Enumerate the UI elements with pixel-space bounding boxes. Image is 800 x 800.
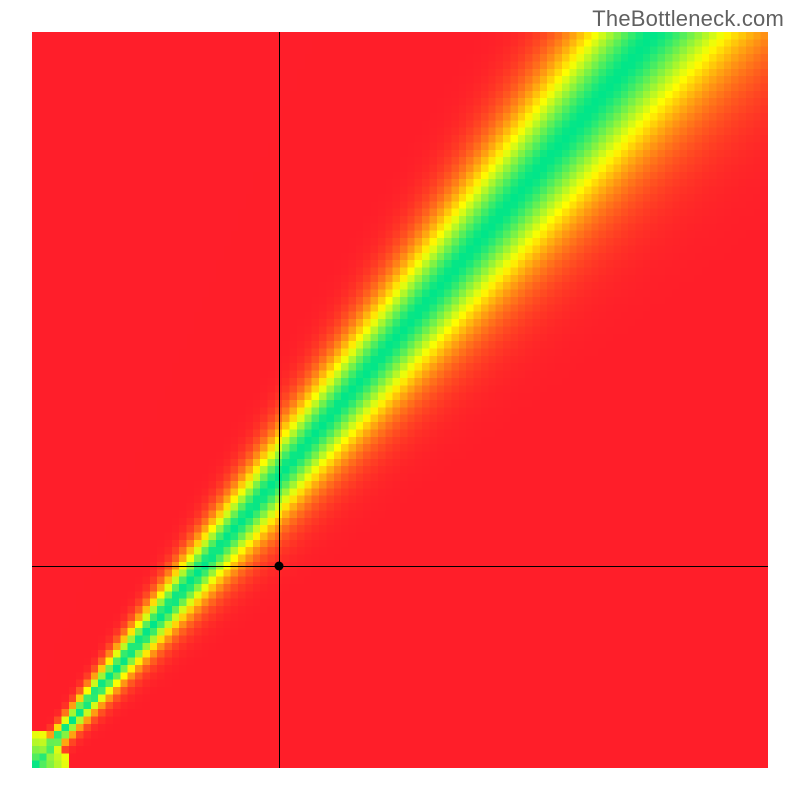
crosshair-horizontal [32,566,768,567]
crosshair-dot [274,561,283,570]
chart-container: TheBottleneck.com [0,0,800,800]
crosshair-vertical [279,32,280,768]
heatmap-canvas [32,32,768,768]
watermark-text: TheBottleneck.com [592,6,784,32]
plot-area [32,32,768,768]
